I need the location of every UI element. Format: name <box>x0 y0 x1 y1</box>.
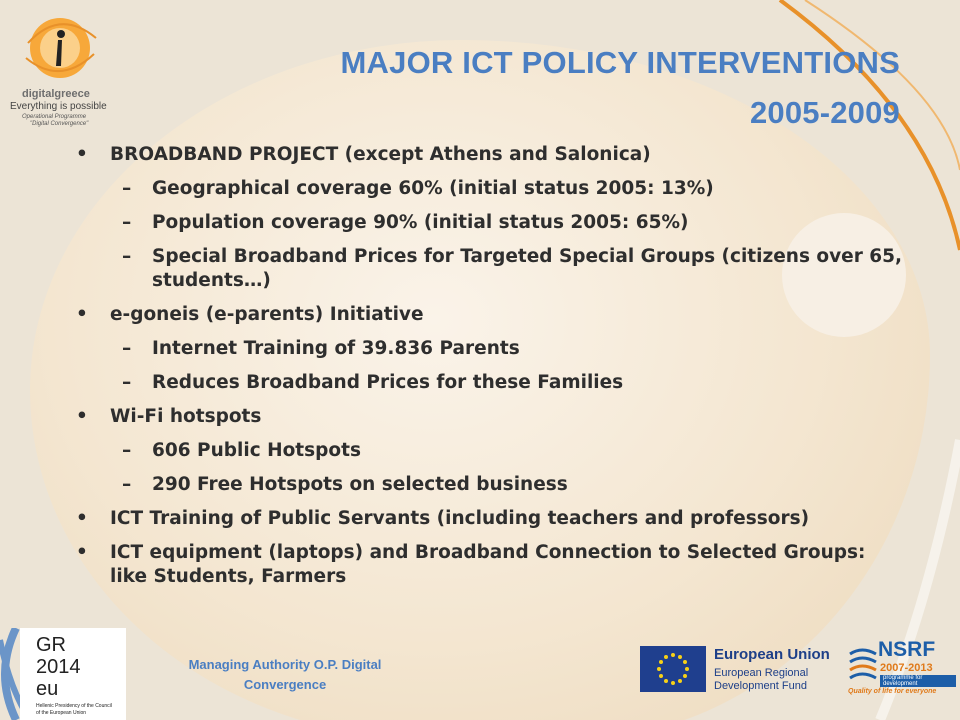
gr2014-arc-icon <box>1 628 20 720</box>
bullet-text: e-goneis (e-parents) Initiative <box>110 304 424 325</box>
eu-logo-subtitle-2: Development Fund <box>714 680 807 692</box>
footer-managing-authority: Managing Authority O.P. Digital Converge… <box>188 657 382 692</box>
digitalgreece-logo: digitalgreece Everything is possible Ope… <box>8 8 118 127</box>
sub-item-text: Special Broadband Prices for Targeted Sp… <box>152 246 903 291</box>
logo-tagline: Everything is possible <box>10 101 107 112</box>
sub-item: – Geographical coverage 60% (initial sta… <box>76 177 906 201</box>
dash-icon: – <box>122 246 132 267</box>
digitalgreece-emblem-icon <box>25 18 97 78</box>
eu-logo-title: European Union <box>714 646 830 663</box>
gr2014-text-eu: eu <box>36 678 59 700</box>
gr2014-caption: Hellenic Presidency of the Council <box>36 703 112 709</box>
gr2014-box <box>20 628 126 720</box>
gr2014-text-gr: GR <box>36 634 66 656</box>
sub-item: – Reduces Broadband Prices for these Fam… <box>76 371 906 395</box>
background-shape <box>30 40 930 720</box>
sub-item-text: 606 Public Hotspots <box>152 440 361 461</box>
bullet-text: BROADBAND PROJECT (except Athens and Sal… <box>110 144 651 165</box>
nsrf-programme: programme for development <box>880 675 956 687</box>
nsrf-title: NSRF <box>878 638 936 661</box>
sub-item-text: 290 Free Hotspots on selected business <box>152 474 568 495</box>
logo-brand: digitalgreece <box>22 88 90 100</box>
eu-logo: European Union European Regional Develop… <box>640 646 840 696</box>
nsrf-years: 2007-2013 <box>880 662 933 674</box>
gr2014-text-year: 2014 <box>36 656 81 678</box>
sub-item: – Population coverage 90% (initial statu… <box>76 211 906 235</box>
sub-item-text: Geographical coverage 60% (initial statu… <box>152 178 714 199</box>
bullet-item: • Wi-Fi hotspots <box>76 405 906 429</box>
bullet-text: ICT Training of Public Servants (includi… <box>110 508 810 529</box>
dash-icon: – <box>122 372 132 393</box>
slide-title-line-1: MAJOR ICT POLICY INTERVENTIONS <box>340 45 900 80</box>
sub-item: – 606 Public Hotspots <box>76 439 906 463</box>
sub-item-text: Population coverage 90% (initial status … <box>152 212 689 233</box>
nsrf-slogan: Quality of life for everyone <box>848 688 937 695</box>
bullet-icon: • <box>76 406 88 427</box>
dash-icon: – <box>122 440 132 461</box>
bullet-item: • ICT equipment (laptops) and Broadband … <box>76 541 906 589</box>
bullet-icon: • <box>76 144 88 165</box>
sub-item: – Internet Training of 39.836 Parents <box>76 337 906 361</box>
dash-icon: – <box>122 178 132 199</box>
sub-item: – 290 Free Hotspots on selected business <box>76 473 906 497</box>
bullet-item: • e-goneis (e-parents) Initiative <box>76 303 906 327</box>
slide-title-line-2: 2005-2009 <box>749 95 900 130</box>
bullet-icon: • <box>76 508 88 529</box>
bullet-item: • BROADBAND PROJECT (except Athens and S… <box>76 143 906 167</box>
bullet-item: • ICT Training of Public Servants (inclu… <box>76 507 906 531</box>
logo-subtitle: Operational Programme <box>22 114 87 120</box>
nsrf-logo: NSRF 2007-2013 programme for development… <box>848 638 956 708</box>
background-circle <box>782 213 906 337</box>
gr2014-caption-2: of the European Union <box>36 710 87 716</box>
gr2014-logo: GR 2014 eu Hellenic Presidency of the Co… <box>0 628 130 720</box>
sub-item-text: Reduces Broadband Prices for these Famil… <box>152 372 624 393</box>
sub-item-text: Internet Training of 39.836 Parents <box>152 338 520 359</box>
bullet-icon: • <box>76 304 88 325</box>
dash-icon: – <box>122 474 132 495</box>
nsrf-waves-icon <box>849 648 877 680</box>
sub-item: – Special Broadband Prices for Targeted … <box>76 245 906 293</box>
dash-icon: – <box>122 212 132 233</box>
bullet-text: ICT equipment (laptops) and Broadband Co… <box>110 542 866 587</box>
bullet-text: Wi-Fi hotspots <box>110 406 262 427</box>
bullet-icon: • <box>76 542 88 563</box>
slide-title: MAJOR ICT POLICY INTERVENTIONS 2005-2009 <box>341 38 900 138</box>
logo-subtitle-2: "Digital Convergence" <box>30 121 89 127</box>
eu-logo-subtitle: European Regional <box>714 667 809 679</box>
dash-icon: – <box>122 338 132 359</box>
eu-flag-icon <box>640 646 706 692</box>
bullet-list: • BROADBAND PROJECT (except Athens and S… <box>76 143 906 599</box>
